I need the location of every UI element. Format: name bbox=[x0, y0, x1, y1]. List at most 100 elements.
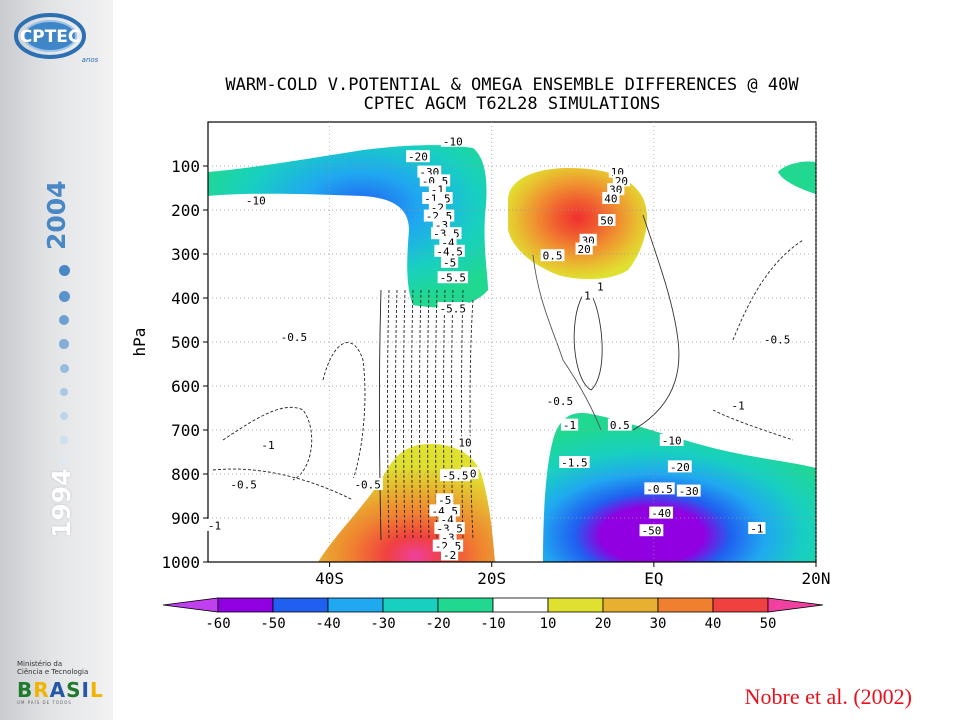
shaded-contour-label-box bbox=[748, 522, 766, 534]
omega-contour-label-box bbox=[560, 418, 579, 431]
shaded-contour-label: -40 bbox=[651, 507, 671, 520]
shaded-field bbox=[208, 145, 816, 562]
brasil-letter: R bbox=[33, 678, 50, 702]
contour-line bbox=[461, 289, 464, 541]
omega-contour-label-box bbox=[559, 456, 590, 468]
shaded-contour-label-box bbox=[649, 506, 674, 519]
x-tick-label: EQ bbox=[644, 569, 663, 588]
omega-contour-label-box bbox=[278, 330, 310, 343]
shaded-contour-label-box bbox=[406, 150, 430, 163]
lower-positive-region bbox=[318, 444, 495, 562]
timeline-dot bbox=[59, 387, 69, 397]
y-tick-label: 300 bbox=[171, 245, 200, 264]
shaded-contour-label: -10 bbox=[662, 435, 682, 448]
omega-contour-label: -5.5 bbox=[440, 272, 467, 285]
shaded-contour-label-box bbox=[602, 192, 620, 204]
contour-line bbox=[632, 214, 680, 431]
shaded-contour-label: 40 bbox=[604, 193, 617, 206]
shaded-contour-label: -10 bbox=[443, 135, 463, 148]
colorbar-triangle-low bbox=[162, 597, 219, 613]
omega-contour-label: -2 bbox=[443, 549, 456, 562]
contour-line bbox=[419, 289, 422, 541]
shaded-contour-label: 20 bbox=[578, 243, 591, 256]
omega-contour-label: -0.5 bbox=[764, 333, 791, 346]
shaded-contour-label: -1 bbox=[750, 523, 763, 536]
shaded-contour-label-box bbox=[243, 194, 268, 207]
colorbar-label: 50 bbox=[760, 616, 777, 632]
omega-contour-label-box bbox=[582, 288, 593, 301]
upper-negative-region bbox=[208, 145, 488, 308]
contour-line bbox=[469, 299, 474, 541]
brasil-letter: I bbox=[81, 678, 90, 702]
omega-contour-label: -4.5 bbox=[436, 245, 463, 258]
colorbar-label: -30 bbox=[370, 616, 395, 632]
omega-contour-label: -1 bbox=[261, 439, 274, 452]
colorbar-box bbox=[382, 597, 439, 613]
timeline-dot bbox=[60, 436, 68, 444]
contour-lines bbox=[212, 214, 804, 541]
omega-contour-label: 1 bbox=[597, 281, 604, 294]
ministry-line-2: Ciência e Tecnologia bbox=[17, 668, 89, 676]
omega-contour-label-box bbox=[440, 255, 459, 268]
shaded-contour-label: -50 bbox=[641, 525, 661, 538]
omega-contour-label-box bbox=[440, 548, 459, 561]
colorbar-label: -40 bbox=[315, 616, 340, 632]
cptec-logo: CPTEC anos bbox=[14, 13, 99, 64]
brasil-letter: A bbox=[49, 678, 67, 702]
omega-contour-label: -0.5 bbox=[547, 395, 574, 408]
contour-line bbox=[212, 468, 354, 501]
y-tick-label: 600 bbox=[171, 377, 200, 396]
omega-contour-label: -5.5 bbox=[442, 470, 469, 483]
omega-labels: -0.5-1-1.5-2-2.5-3-3.5-4-4.5-5-5.5-5.5-0… bbox=[205, 174, 793, 562]
brasil-tagline: UM PAÍS DE TODOS bbox=[17, 700, 72, 705]
omega-contour-label: -0.5 bbox=[281, 331, 308, 344]
ministry-line-1: Ministério da bbox=[17, 660, 63, 668]
omega-contour-label: -5.5 bbox=[440, 303, 467, 316]
y-tick-label: 200 bbox=[171, 201, 200, 220]
omega-contour-label-box bbox=[205, 518, 224, 531]
brasil-letter: L bbox=[90, 678, 104, 702]
omega-contour-label: -1 bbox=[732, 399, 745, 412]
chart: WARM-COLD V.POTENTIAL & OMEGA ENSEMBLE D… bbox=[130, 75, 830, 632]
colorbar: -60 -50 -40 -30 -20 -10 10 20 30 40 50 bbox=[162, 597, 824, 632]
shaded-contour-label: 50 bbox=[600, 215, 613, 228]
omega-contour-label-box bbox=[352, 478, 383, 490]
omega-contour-label: -0.5 bbox=[646, 483, 673, 496]
contour-line bbox=[322, 342, 366, 481]
x-tick-label: 40S bbox=[315, 569, 344, 588]
timeline-dot bbox=[60, 458, 68, 466]
shaded-contour-label: -20 bbox=[670, 461, 690, 474]
timeline-dot bbox=[58, 264, 70, 276]
colorbar-label: 40 bbox=[705, 616, 722, 632]
omega-contour-label: -1 bbox=[563, 419, 576, 432]
contour-line bbox=[573, 294, 603, 391]
shaded-contour-label-box bbox=[667, 460, 692, 473]
timeline-dot bbox=[59, 339, 69, 349]
logo-ring-inner bbox=[23, 20, 77, 52]
brasil-letter: S bbox=[66, 678, 82, 702]
contour-line bbox=[427, 289, 430, 541]
shaded-labels: -10-20-30-10102030405030201020-10-20-30-… bbox=[243, 134, 766, 538]
timeline-dot bbox=[59, 315, 69, 325]
gridlines bbox=[208, 122, 817, 562]
omega-contour-label-box bbox=[228, 478, 259, 490]
y-axis: 100 200 300 400 500 600 700 800 900 1000 bbox=[161, 157, 208, 572]
omega-contour-label-box bbox=[761, 332, 793, 345]
y-tick-label: 800 bbox=[171, 465, 200, 484]
colorbar-box bbox=[547, 597, 604, 613]
y-tick-label: 100 bbox=[171, 157, 200, 176]
x-axis: 40S 20S EQ 20N bbox=[315, 562, 830, 588]
colorbar-label: -60 bbox=[205, 616, 230, 632]
shaded-contour-label-box bbox=[639, 524, 664, 537]
colorbar-box bbox=[712, 597, 769, 613]
shaded-contour-label: -20 bbox=[408, 151, 428, 164]
contour-line bbox=[411, 289, 414, 541]
y-axis-label-group: hPa bbox=[130, 328, 149, 357]
shaded-contour-label-box bbox=[659, 434, 684, 446]
omega-contour-label-box bbox=[437, 271, 469, 284]
colorbar-box bbox=[602, 597, 659, 613]
contour-line bbox=[532, 254, 602, 431]
omega-contour-label-box bbox=[540, 249, 565, 262]
contour-line bbox=[712, 409, 794, 441]
colorbar-label: 20 bbox=[595, 616, 612, 632]
